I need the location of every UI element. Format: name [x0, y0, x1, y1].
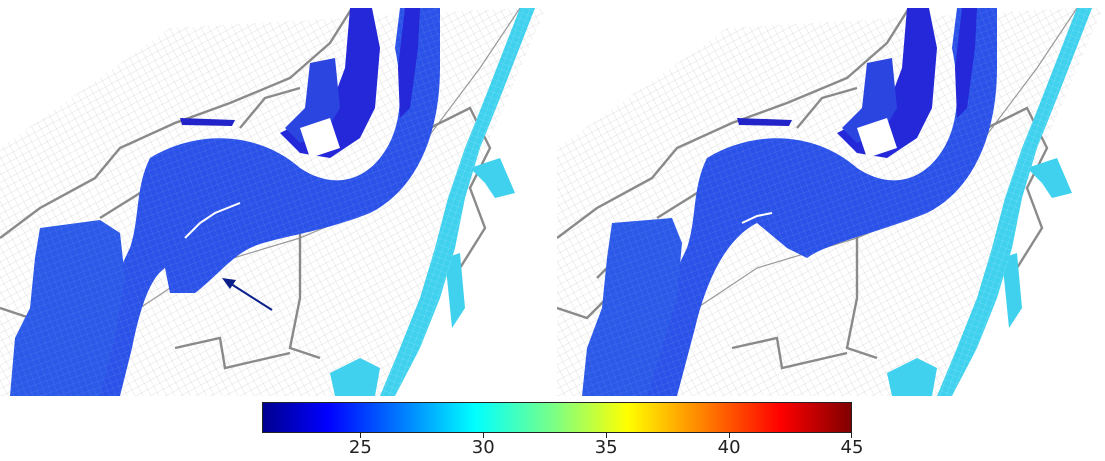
colorbar: 25 30 35 40 45 [262, 402, 863, 458]
mesh-panel-left [0, 8, 546, 396]
colorbar-gradient [262, 402, 852, 433]
river-channel [85, 8, 440, 396]
annotation-arrow [222, 278, 273, 311]
colorbar-tick [851, 433, 852, 438]
colorbar-tick-label: 40 [717, 437, 741, 458]
mesh-map-left [0, 8, 546, 396]
floodplain-left [582, 218, 682, 396]
colorbar-tick [606, 433, 608, 438]
river-channel [642, 8, 997, 396]
colorbar-tick [483, 433, 485, 438]
mesh-panel-right [557, 8, 1103, 396]
colorbar-tick-label: 35 [594, 437, 618, 458]
colorbar-tick-label: 25 [348, 437, 372, 458]
coastal-strip [330, 8, 535, 396]
inner-features [741, 212, 773, 224]
colorbar-tick [360, 433, 362, 438]
inner-features [184, 202, 241, 239]
mesh-map-right [557, 8, 1103, 396]
coastal-strip [887, 8, 1092, 396]
floodplain-left [10, 220, 125, 396]
colorbar-tick [729, 433, 731, 438]
colorbar-tick-label: 30 [471, 437, 495, 458]
colorbar-tick-label: 45 [840, 437, 864, 458]
